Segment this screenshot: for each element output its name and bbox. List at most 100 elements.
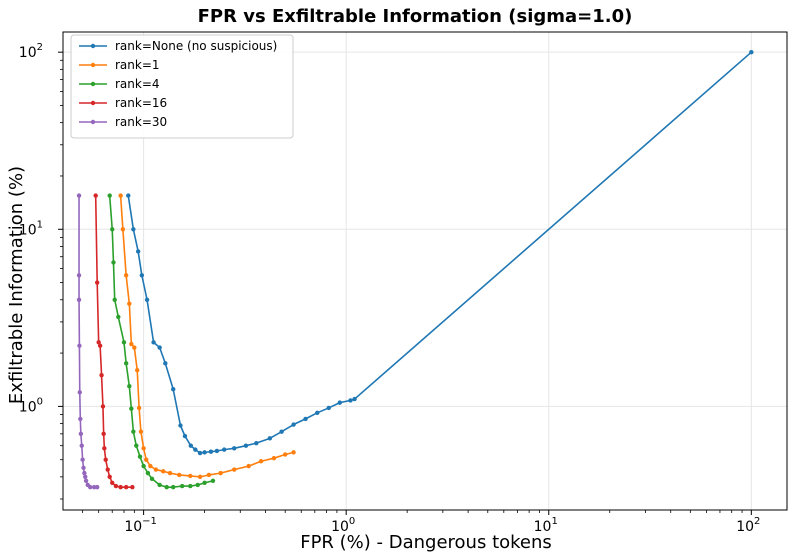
- plot-series: [76, 49, 754, 490]
- data-point: [103, 457, 108, 462]
- y-tick-label-exponent: 1: [37, 219, 43, 230]
- data-point: [80, 457, 85, 462]
- data-point: [113, 483, 119, 489]
- data-point: [197, 450, 203, 456]
- y-tick-label: 101: [19, 219, 43, 238]
- legend: rank=None (no suspicious) rank=1 rank=4 ran…: [70, 34, 294, 139]
- data-point: [749, 49, 754, 55]
- data-point: [76, 273, 82, 278]
- y-tick-label-exponent: 0: [37, 396, 43, 407]
- data-point: [136, 405, 142, 411]
- data-point: [121, 340, 127, 345]
- series-4: [76, 193, 100, 490]
- data-point: [77, 390, 82, 395]
- data-point: [129, 341, 134, 347]
- data-point: [188, 483, 193, 489]
- data-point: [127, 384, 132, 389]
- data-point: [182, 433, 188, 439]
- data-point: [123, 273, 129, 278]
- data-point: [120, 227, 126, 232]
- data-point: [126, 193, 131, 198]
- data-point: [112, 297, 117, 302]
- data-point: [178, 423, 183, 428]
- x-tick-label-exponent: 2: [754, 516, 760, 527]
- data-point: [145, 470, 151, 476]
- x-tick-label-base: 10: [331, 519, 349, 535]
- data-point: [79, 443, 84, 448]
- data-point: [94, 484, 100, 490]
- data-point: [267, 436, 273, 441]
- series-1: [118, 193, 296, 480]
- data-point: [134, 443, 139, 448]
- x-tick-label-exponent: 0: [349, 516, 355, 527]
- data-point: [188, 473, 193, 479]
- data-point: [153, 467, 159, 472]
- legend-box: [70, 34, 294, 139]
- data-point: [107, 474, 112, 480]
- data-point: [157, 345, 162, 350]
- data-point: [78, 416, 83, 422]
- data-point: [93, 193, 98, 198]
- data-point: [139, 273, 145, 278]
- x-tick-label: 10−1: [124, 516, 157, 535]
- y-tick-label-exponent: 2: [37, 42, 43, 53]
- data-point: [208, 449, 214, 454]
- y-tick-label: 102: [19, 42, 43, 61]
- data-point: [94, 280, 100, 285]
- legend-label: rank=4: [115, 77, 160, 91]
- data-point: [123, 484, 129, 490]
- data-point: [231, 446, 237, 451]
- legend-marker: [90, 81, 96, 87]
- data-point: [129, 406, 134, 411]
- data-point: [163, 361, 168, 366]
- data-point: [116, 314, 121, 320]
- data-point: [144, 457, 149, 462]
- legend-label: rank=30: [115, 115, 167, 129]
- data-point: [118, 193, 123, 198]
- data-point: [167, 470, 173, 476]
- data-point: [137, 454, 143, 459]
- x-tick-label-base: 10: [124, 519, 142, 535]
- data-point: [100, 404, 106, 409]
- chart-title: FPR vs Exfiltrable Information (sigma=1.…: [198, 6, 633, 27]
- x-tick-label-base: 10: [736, 519, 754, 535]
- data-point: [352, 396, 357, 402]
- data-point: [141, 463, 146, 469]
- legend-marker: [90, 62, 96, 68]
- data-point: [127, 301, 132, 306]
- data-point: [144, 297, 150, 302]
- data-point: [291, 450, 296, 455]
- data-point: [138, 429, 144, 434]
- data-point: [279, 429, 284, 434]
- data-point: [135, 368, 140, 373]
- data-point: [107, 193, 112, 198]
- y-tick-label-base: 10: [19, 399, 37, 415]
- data-point: [102, 446, 107, 451]
- data-point: [164, 484, 169, 490]
- data-point: [83, 478, 89, 484]
- data-point: [148, 463, 153, 469]
- data-point: [326, 405, 331, 411]
- data-point: [96, 340, 101, 345]
- data-point: [171, 387, 176, 392]
- data-point: [111, 260, 116, 265]
- data-point: [193, 447, 198, 452]
- data-point: [202, 450, 207, 455]
- series-2: [107, 193, 216, 490]
- data-point: [151, 340, 156, 345]
- data-point: [110, 227, 115, 232]
- legend-label: rank=1: [115, 58, 160, 72]
- data-point: [348, 398, 353, 403]
- data-point: [214, 448, 220, 454]
- data-point: [283, 452, 288, 457]
- data-point: [130, 484, 135, 490]
- data-point: [222, 447, 227, 452]
- series-3: [93, 193, 135, 490]
- plot-frame: [62, 31, 788, 511]
- data-point: [171, 484, 176, 490]
- x-tick-label-exponent: 1: [551, 516, 557, 527]
- legend-marker: [90, 119, 96, 125]
- data-point: [188, 443, 194, 448]
- data-point: [258, 459, 264, 464]
